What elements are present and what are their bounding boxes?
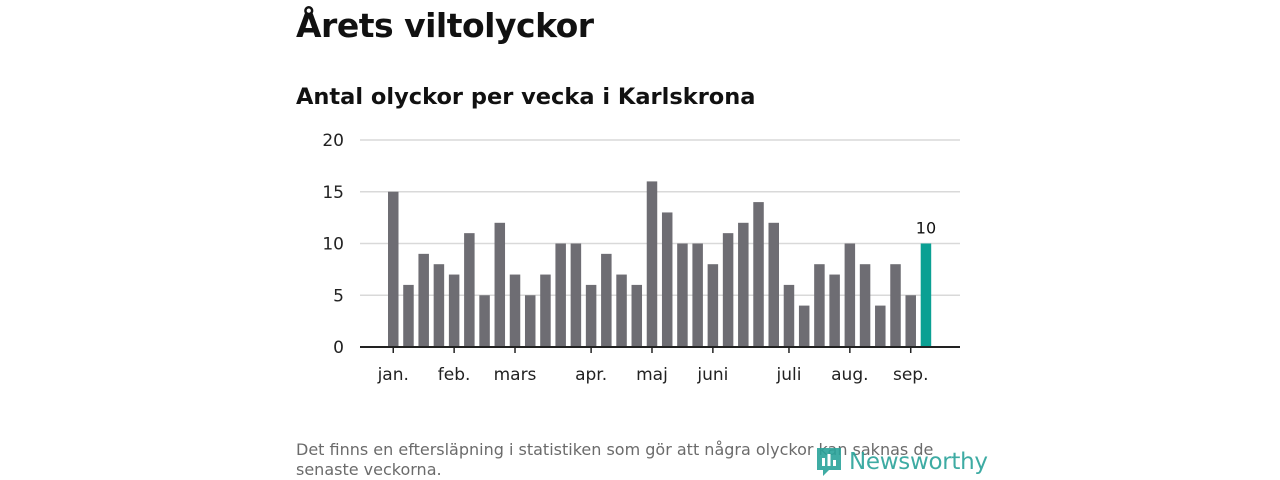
x-tick-label: juli [775, 365, 801, 385]
bar [585, 284, 597, 347]
brand-name: Newsworthy [849, 449, 988, 475]
y-tick-label: 15 [322, 183, 344, 203]
x-tick-label: jan. [377, 365, 409, 385]
x-tick-label: mars [494, 365, 537, 385]
bar [464, 233, 475, 347]
bar [448, 274, 460, 347]
bar [601, 253, 612, 347]
bar-highlight [920, 243, 932, 347]
chart-title: Årets viltolyckor [296, 6, 594, 45]
bar [524, 295, 536, 347]
bar [707, 264, 719, 347]
bar [722, 233, 734, 347]
bar [829, 274, 840, 347]
bar [814, 264, 825, 347]
bar [753, 202, 764, 347]
bar [768, 222, 779, 347]
bar [661, 212, 673, 347]
bar [798, 305, 810, 347]
bar [890, 264, 901, 347]
x-tick-label: apr. [575, 365, 607, 385]
bar [844, 243, 856, 347]
bar [433, 264, 445, 347]
x-tick-label: feb. [438, 365, 471, 385]
bar [631, 284, 643, 347]
brand-logo: Newsworthy [815, 446, 988, 478]
bar [479, 295, 490, 347]
y-tick-label: 5 [333, 286, 344, 306]
bar [875, 305, 886, 347]
bar [388, 191, 399, 347]
bar [555, 243, 566, 347]
bar [509, 274, 521, 347]
bar [570, 243, 582, 347]
x-tick-label: maj [636, 365, 668, 385]
bar [646, 181, 658, 347]
bar [738, 222, 749, 347]
y-tick-label: 10 [322, 235, 344, 255]
bar [540, 274, 551, 347]
bar [783, 284, 795, 347]
bar-chart: 0 5 10 15 20 10 jan. feb. mars apr. maj juni juli aug… [322, 131, 960, 385]
bar [494, 222, 506, 347]
bar [692, 243, 703, 347]
data-label: 10 [916, 219, 936, 238]
x-tick-label: sep. [893, 365, 929, 385]
bar [418, 253, 429, 347]
newsworthy-logo-icon [817, 448, 841, 476]
footnote: Det finns en eftersläpning i statistiken… [296, 440, 934, 479]
bar [616, 274, 627, 347]
y-tick-label: 0 [333, 338, 344, 358]
bar [403, 284, 414, 347]
bar [677, 243, 688, 347]
chart-subtitle: Antal olyckor per vecka i Karlskrona [296, 84, 756, 110]
bar [905, 295, 916, 347]
y-tick-label: 20 [322, 131, 344, 151]
x-tick-label: juni [696, 365, 728, 385]
x-tick-label: aug. [831, 365, 868, 385]
bar [859, 264, 871, 347]
